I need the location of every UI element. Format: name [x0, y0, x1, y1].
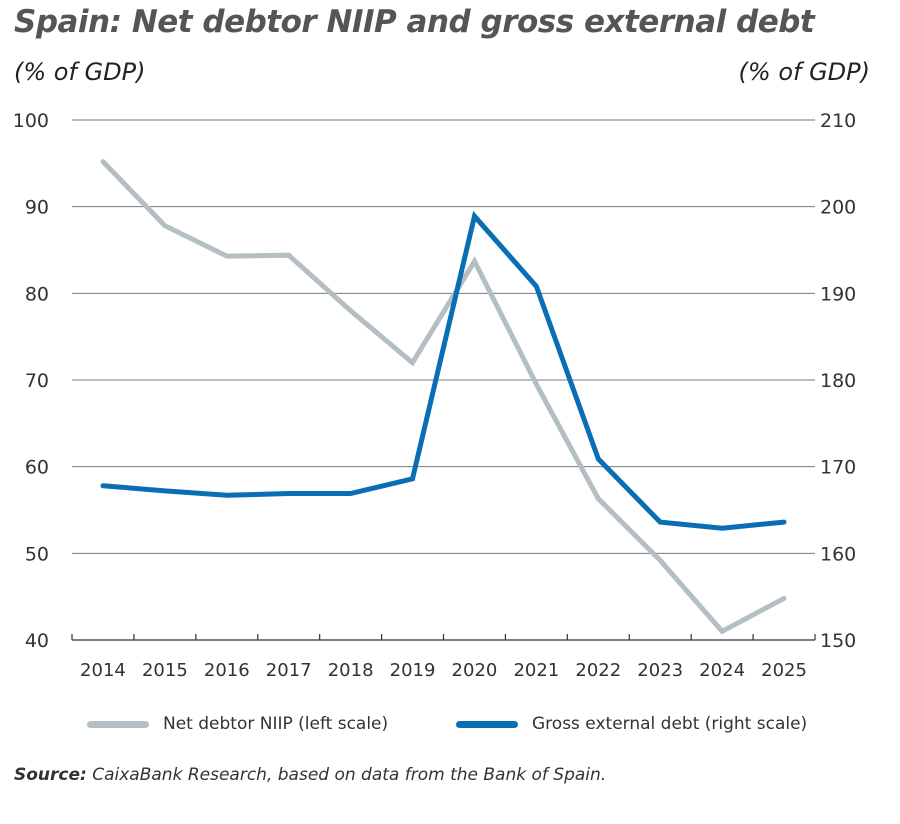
legend-item-niip: Net debtor NIIP (left scale) — [87, 714, 388, 734]
x-tick-label: 2024 — [699, 660, 745, 681]
x-tick-label: 2023 — [637, 660, 683, 681]
line-chart: 40 50 60 70 80 90 100 150 160 170 180 190 200 210 2014… — [13, 110, 857, 681]
source-label: Source: — [14, 765, 87, 785]
legend-label-gross-debt: Gross external debt (right scale) — [532, 714, 808, 734]
x-tick-label: 2020 — [452, 660, 498, 681]
right-tick-label: 180 — [820, 370, 856, 392]
left-tick-label: 60 — [25, 457, 49, 479]
right-axis-unit: (% of GDP) — [738, 58, 870, 86]
x-tick-label: 2016 — [204, 660, 250, 681]
legend-swatch-gross-debt — [456, 720, 518, 728]
source-text: CaixaBank Research, based on data from t… — [92, 765, 607, 785]
left-tick-label: 50 — [25, 543, 49, 565]
gross-debt-series-line — [100, 210, 787, 531]
x-tick-label: 2014 — [80, 660, 126, 681]
x-tick-label: 2019 — [390, 660, 436, 681]
chart-title: Spain: Net debtor NIIP and gross externa… — [14, 4, 815, 40]
x-tick-label: 2017 — [266, 660, 312, 681]
legend-label-niip: Net debtor NIIP (left scale) — [163, 714, 389, 734]
left-tick-label: 100 — [13, 110, 49, 132]
x-tick-label: 2025 — [761, 660, 807, 681]
x-tick-label: 2021 — [513, 660, 559, 681]
legend-item-gross-debt: Gross external debt (right scale) — [456, 714, 807, 734]
right-tick-label: 210 — [820, 110, 856, 132]
right-tick-label: 170 — [820, 457, 856, 479]
source-note: Source: CaixaBank Research, based on dat… — [14, 765, 606, 785]
left-tick-label: 90 — [25, 197, 49, 219]
right-tick-label: 190 — [820, 283, 856, 305]
left-tick-label: 80 — [25, 283, 49, 305]
x-tick-label: 2018 — [328, 660, 374, 681]
left-tick-label: 40 — [25, 630, 49, 652]
x-tick-label: 2022 — [575, 660, 621, 681]
legend-swatch-niip — [87, 720, 149, 728]
right-tick-label: 150 — [820, 630, 856, 652]
niip-series-line — [100, 159, 787, 635]
left-axis-unit: (% of GDP) — [14, 58, 146, 86]
x-tick-label: 2015 — [142, 660, 188, 681]
left-tick-label: 70 — [25, 370, 49, 392]
right-tick-label: 200 — [820, 197, 856, 219]
right-tick-label: 160 — [820, 543, 856, 565]
